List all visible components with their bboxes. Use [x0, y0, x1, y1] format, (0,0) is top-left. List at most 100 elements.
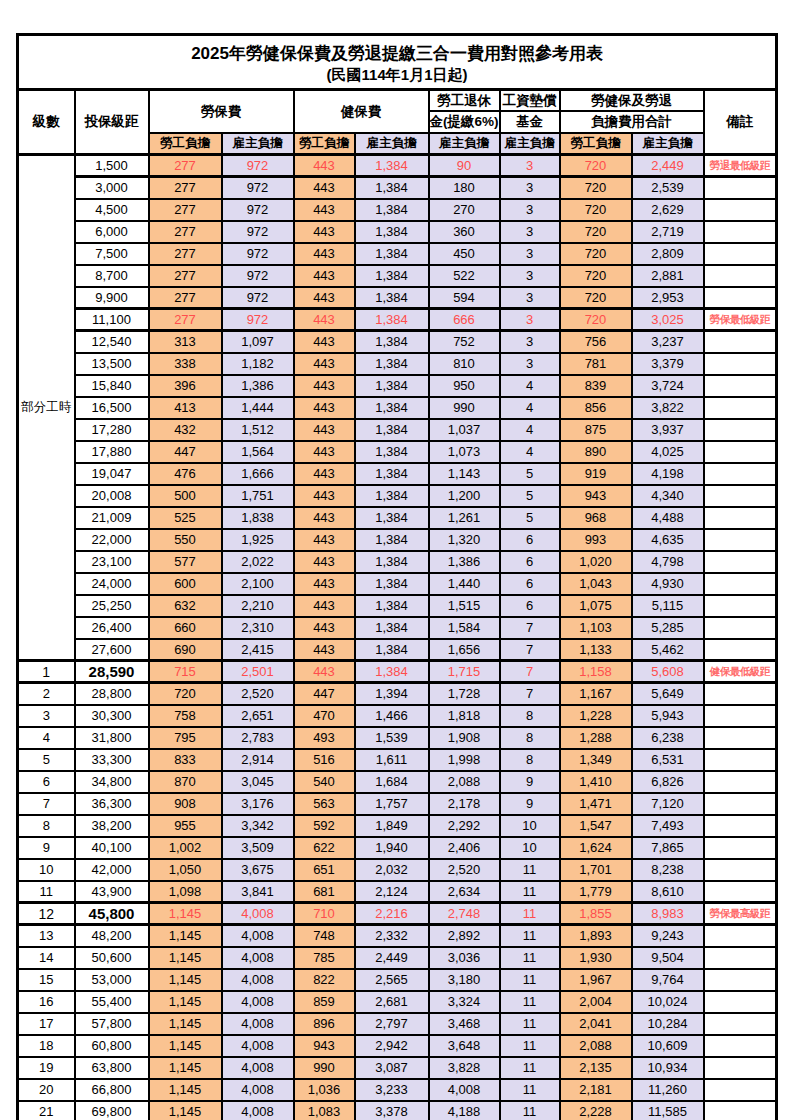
- health-employee-cell: 443: [294, 529, 355, 551]
- wage-fund-employer-cell: 5: [500, 485, 560, 507]
- table-row: 8,7002779724431,38452237202,881: [18, 265, 777, 287]
- pension-employer-cell: 1,037: [429, 419, 500, 441]
- pension-employer-cell: 270: [429, 199, 500, 221]
- labor-employee-cell: 1,145: [149, 903, 222, 925]
- labor-employee-cell: 1,145: [149, 947, 222, 969]
- pension-employer-cell: 450: [429, 243, 500, 265]
- total-employee-cell: 1,701: [560, 859, 632, 881]
- subheader-total-employee: 勞工負擔: [560, 133, 632, 155]
- health-employee-cell: 859: [294, 991, 355, 1013]
- health-employer-cell: 3,378: [355, 1101, 429, 1120]
- reference-table-wrap: 2025年勞健保保費及勞退提繳三合一費用對照參考用表 (民國114年1月1日起)…: [16, 33, 775, 1120]
- bracket-cell: 16,500: [75, 397, 149, 419]
- table-row: 15,8403961,3864431,38495048393,724: [18, 375, 777, 397]
- contribution-reference-table: 2025年勞健保保費及勞退提繳三合一費用對照參考用表 (民國114年1月1日起)…: [16, 33, 778, 1120]
- wage-fund-employer-cell: 3: [500, 309, 560, 331]
- bracket-cell: 12,540: [75, 331, 149, 353]
- total-employer-cell: 4,930: [632, 573, 704, 595]
- labor-employer-cell: 2,310: [222, 617, 294, 639]
- wage-fund-employer-cell: 7: [500, 661, 560, 683]
- remark-cell: 健保最低級距: [704, 661, 777, 683]
- wage-fund-employer-cell: 11: [500, 881, 560, 903]
- health-employee-cell: 896: [294, 1013, 355, 1035]
- bracket-cell: 33,300: [75, 749, 149, 771]
- labor-employer-cell: 1,838: [222, 507, 294, 529]
- remark-cell: [704, 595, 777, 617]
- health-employee-cell: 443: [294, 573, 355, 595]
- bracket-cell: 20,008: [75, 485, 149, 507]
- labor-employee-cell: 715: [149, 661, 222, 683]
- total-employer-cell: 7,120: [632, 793, 704, 815]
- bracket-cell: 30,300: [75, 705, 149, 727]
- total-employee-cell: 720: [560, 177, 632, 199]
- health-employee-cell: 622: [294, 837, 355, 859]
- remark-cell: 勞退最低級距: [704, 155, 777, 177]
- remark-cell: [704, 507, 777, 529]
- remark-cell: [704, 749, 777, 771]
- bracket-cell: 45,800: [75, 903, 149, 925]
- table-row: 228,8007202,5204471,3941,72871,1675,649: [18, 683, 777, 705]
- labor-employer-cell: 4,008: [222, 991, 294, 1013]
- bracket-cell: 7,500: [75, 243, 149, 265]
- labor-employee-cell: 277: [149, 177, 222, 199]
- remark-cell: 勞保最低級距: [704, 309, 777, 331]
- wage-fund-employer-cell: 9: [500, 793, 560, 815]
- health-employer-cell: 1,384: [355, 243, 429, 265]
- pension-employer-cell: 2,178: [429, 793, 500, 815]
- health-employer-cell: 1,684: [355, 771, 429, 793]
- page-title: 2025年勞健保保費及勞退提繳三合一費用對照參考用表: [19, 41, 775, 67]
- bracket-cell: 1,500: [75, 155, 149, 177]
- level-cell: 17: [18, 1013, 75, 1035]
- total-employer-cell: 5,462: [632, 639, 704, 661]
- labor-employer-cell: 1,182: [222, 353, 294, 375]
- table-row: 4,5002779724431,38427037202,629: [18, 199, 777, 221]
- remark-cell: [704, 397, 777, 419]
- table-row: 部分工時1,5002779724431,3849037202,449勞退最低級距: [18, 155, 777, 177]
- wage-fund-employer-cell: 11: [500, 925, 560, 947]
- subheader-pension-employer: 雇主負擔: [429, 133, 500, 155]
- labor-employer-cell: 972: [222, 199, 294, 221]
- level-cell: 2: [18, 683, 75, 705]
- level-cell: 9: [18, 837, 75, 859]
- subheader-labor-employee: 勞工負擔: [149, 133, 222, 155]
- table-row: 128,5907152,5014431,3841,71571,1585,608健…: [18, 661, 777, 683]
- labor-employee-cell: 277: [149, 265, 222, 287]
- subheader-labor-employer: 雇主負擔: [222, 133, 294, 155]
- health-employee-cell: 1,083: [294, 1101, 355, 1120]
- health-employer-cell: 1,384: [355, 331, 429, 353]
- total-employer-cell: 10,024: [632, 991, 704, 1013]
- total-employer-cell: 4,025: [632, 441, 704, 463]
- labor-employer-cell: 972: [222, 265, 294, 287]
- subheader-health-employer: 雇主負擔: [355, 133, 429, 155]
- table-row: 22,0005501,9254431,3841,32069934,635: [18, 529, 777, 551]
- labor-employee-cell: 277: [149, 287, 222, 309]
- pension-employer-cell: 3,324: [429, 991, 500, 1013]
- total-employer-cell: 2,719: [632, 221, 704, 243]
- health-employer-cell: 1,539: [355, 727, 429, 749]
- level-cell: 3: [18, 705, 75, 727]
- group-header-total-bottom: 負擔費用合計: [560, 111, 704, 133]
- total-employee-cell: 1,893: [560, 925, 632, 947]
- bracket-cell: 60,800: [75, 1035, 149, 1057]
- table-row: 25,2506322,2104431,3841,51561,0755,115: [18, 595, 777, 617]
- labor-employee-cell: 525: [149, 507, 222, 529]
- total-employer-cell: 6,238: [632, 727, 704, 749]
- total-employee-cell: 720: [560, 309, 632, 331]
- wage-fund-employer-cell: 6: [500, 573, 560, 595]
- health-employee-cell: 748: [294, 925, 355, 947]
- health-employee-cell: 516: [294, 749, 355, 771]
- pension-employer-cell: 1,584: [429, 617, 500, 639]
- health-employee-cell: 785: [294, 947, 355, 969]
- bracket-cell: 36,300: [75, 793, 149, 815]
- wage-fund-employer-cell: 7: [500, 639, 560, 661]
- total-employee-cell: 1,103: [560, 617, 632, 639]
- total-employee-cell: 2,088: [560, 1035, 632, 1057]
- pension-employer-cell: 1,515: [429, 595, 500, 617]
- total-employee-cell: 1,930: [560, 947, 632, 969]
- labor-employee-cell: 1,145: [149, 1035, 222, 1057]
- total-employee-cell: 943: [560, 485, 632, 507]
- table-row: 634,8008703,0455401,6842,08891,4106,826: [18, 771, 777, 793]
- remark-cell: [704, 793, 777, 815]
- pension-employer-cell: 1,320: [429, 529, 500, 551]
- health-employee-cell: 443: [294, 177, 355, 199]
